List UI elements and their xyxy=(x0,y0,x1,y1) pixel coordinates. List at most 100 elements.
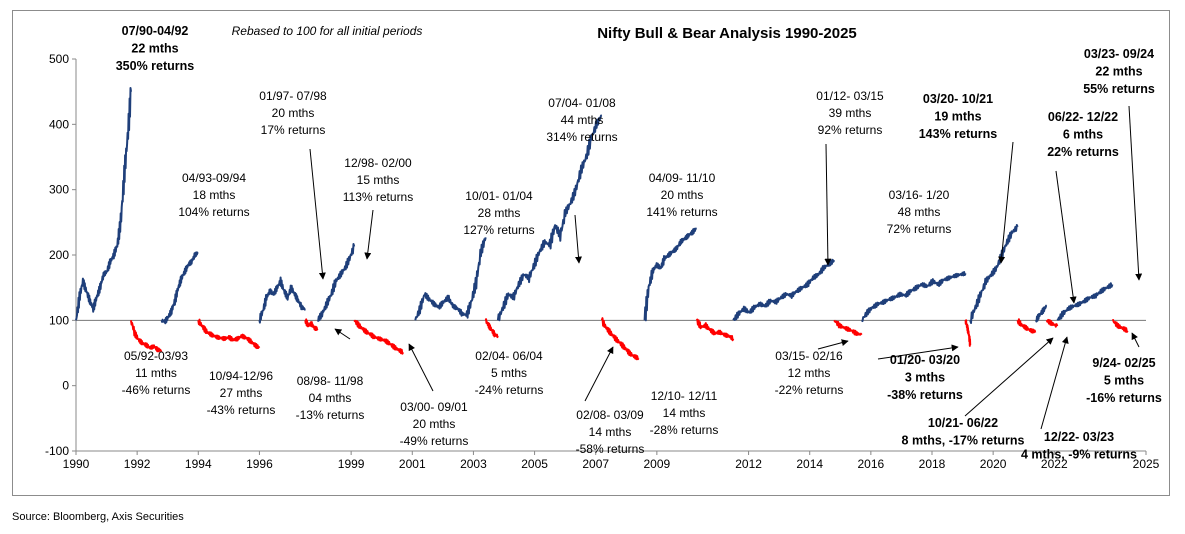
annotation-label-22: 03/23- 09/24 xyxy=(1084,47,1154,61)
x-tick-label: 2018 xyxy=(919,457,946,471)
x-tick-label: 2020 xyxy=(980,457,1007,471)
annotation-label-15: 12 mths xyxy=(788,366,831,380)
y-tick-label: 200 xyxy=(49,248,69,262)
annotation-label-4: 01/97- 07/98 xyxy=(259,89,327,103)
annotation-label-12: 20 mths xyxy=(661,188,704,202)
annotation-label-7: -49% returns xyxy=(400,434,469,448)
annotation-label-15: -22% returns xyxy=(775,383,844,397)
bear-series-line-17 xyxy=(964,319,972,347)
annotation-arrow xyxy=(877,344,959,360)
annotation-label-4: 20 mths xyxy=(272,106,315,120)
annotation-arrow xyxy=(1055,170,1077,304)
chart-subtitle: Rebased to 100 for all initial periods xyxy=(232,24,423,38)
annotation-arrow xyxy=(1131,332,1140,348)
bear-series-line-3 xyxy=(197,318,261,350)
axes: -100 0 100 200 300 400 500 1990 1992 1994 1996 1999… xyxy=(45,52,1160,471)
annotation-label-5: 04 mths xyxy=(309,391,352,405)
bull-series-line-6 xyxy=(316,243,356,322)
bull-series-line-12 xyxy=(643,227,698,322)
annotation-label-7: 03/00- 09/01 xyxy=(400,400,468,414)
bear-series-line-7 xyxy=(353,319,404,355)
annotation-label-22: 55% returns xyxy=(1083,82,1155,96)
annotation-arrow xyxy=(364,209,374,260)
annotation-label-17: -38% returns xyxy=(887,388,963,402)
x-tick-label: 2005 xyxy=(521,457,548,471)
bull-series-line-4 xyxy=(258,276,306,324)
annotation-label-18: 19 mths xyxy=(934,110,981,124)
annotation-label-23: 9/24- 02/25 xyxy=(1092,356,1155,370)
annotation-label-21: 4 mths, -9% returns xyxy=(1021,448,1137,462)
annotation-label-18: 143% returns xyxy=(919,127,998,141)
x-tick-label: 1999 xyxy=(338,457,365,471)
x-tick-label: 2025 xyxy=(1133,457,1160,471)
annotation-label-1: 11 mths xyxy=(135,366,177,380)
annotation-label-22: 22 mths xyxy=(1095,65,1142,79)
y-tick-label: 0 xyxy=(62,379,69,393)
annotation-label-5: -13% returns xyxy=(296,408,365,422)
annotation-label-0: 350% returns xyxy=(116,59,195,73)
annotation-label-9: -24% returns xyxy=(475,383,544,397)
annotation-label-19: 8 mths, -17% returns xyxy=(902,434,1025,448)
annotation-arrow xyxy=(408,343,434,392)
annotation-label-8: 28 mths xyxy=(478,206,521,220)
x-tick-label: 2014 xyxy=(796,457,823,471)
x-tick-label: 2001 xyxy=(399,457,426,471)
annotation-arrow xyxy=(334,328,351,340)
y-tick-label: 100 xyxy=(49,313,69,327)
annotation-label-21: 12/22- 03/23 xyxy=(1044,430,1114,444)
chart-title: Nifty Bull & Bear Analysis 1990-2025 xyxy=(597,25,857,42)
annotation-label-6: 12/98- 02/00 xyxy=(344,156,412,170)
annotation-label-2: 04/93-09/94 xyxy=(182,171,246,185)
annotation-label-8: 127% returns xyxy=(463,223,534,237)
annotation-arrow xyxy=(574,214,582,264)
annotation-label-15: 03/15- 02/16 xyxy=(775,349,843,363)
annotation-label-3: 10/94-12/96 xyxy=(209,369,273,383)
annotation-label-11: -58% returns xyxy=(576,442,645,456)
bear-series-line-5 xyxy=(304,318,319,331)
annotation-label-8: 10/01- 01/04 xyxy=(465,189,533,203)
annotation-label-11: 02/08- 03/09 xyxy=(576,408,644,422)
x-tick-label: 2009 xyxy=(644,457,671,471)
bull-series-line-8 xyxy=(414,237,487,321)
annotation-label-13: 12/10- 12/11 xyxy=(651,389,718,403)
y-tick-label: 500 xyxy=(49,52,69,66)
annotation-arrows xyxy=(309,105,1143,430)
annotation-label-13: 14 mths xyxy=(663,406,706,420)
annotation-label-16: 48 mths xyxy=(898,205,941,219)
y-tick-label: -100 xyxy=(45,444,69,458)
annotation-label-9: 02/04- 06/04 xyxy=(475,349,543,363)
x-tick-label: 2007 xyxy=(582,457,609,471)
annotation-label-1: -46% returns xyxy=(122,383,191,397)
x-tick-label: 1996 xyxy=(246,457,273,471)
x-tick-label: 1990 xyxy=(63,457,90,471)
bear-series-line-19 xyxy=(1016,318,1037,334)
annotation-label-10: 07/04- 01/08 xyxy=(548,96,616,110)
annotation-label-6: 113% returns xyxy=(343,190,413,204)
bull-series-line-18 xyxy=(969,224,1019,324)
annotation-label-11: 14 mths xyxy=(589,425,632,439)
annotation-label-2: 104% returns xyxy=(178,205,249,219)
annotation-label-17: 01/20- 03/20 xyxy=(890,353,960,367)
annotation-label-7: 20 mths xyxy=(413,417,456,431)
x-tick-label: 2003 xyxy=(460,457,487,471)
annotation-label-1: 05/92-03/93 xyxy=(124,349,188,363)
annotation-label-20: 6 mths xyxy=(1063,128,1103,142)
x-tick-label: 2022 xyxy=(1041,457,1068,471)
chart-svg: Nifty Bull & Bear Analysis 1990-2025 Reb… xyxy=(45,24,1162,471)
annotation-label-9: 5 mths xyxy=(491,366,527,380)
annotation-arrow xyxy=(998,141,1014,264)
bull-series-line-22 xyxy=(1056,282,1114,321)
annotation-label-19: 10/21- 06/22 xyxy=(928,416,998,430)
annotation-arrow xyxy=(964,337,1054,417)
annotation-label-14: 01/12- 03/15 xyxy=(816,89,884,103)
bear-series-line-23 xyxy=(1112,319,1129,333)
x-tick-label: 2016 xyxy=(858,457,885,471)
bull-series-line-10 xyxy=(496,114,603,322)
annotations: 07/90-04/92 22 mths 350% returns 05/92-03/9… xyxy=(116,24,1162,462)
bull-series-line-2 xyxy=(160,251,199,325)
annotation-arrow xyxy=(824,143,832,266)
annotation-arrow xyxy=(584,346,614,402)
annotation-label-5: 08/98- 11/98 xyxy=(297,374,364,388)
series-lines xyxy=(75,87,1129,361)
annotation-arrow xyxy=(309,148,326,280)
